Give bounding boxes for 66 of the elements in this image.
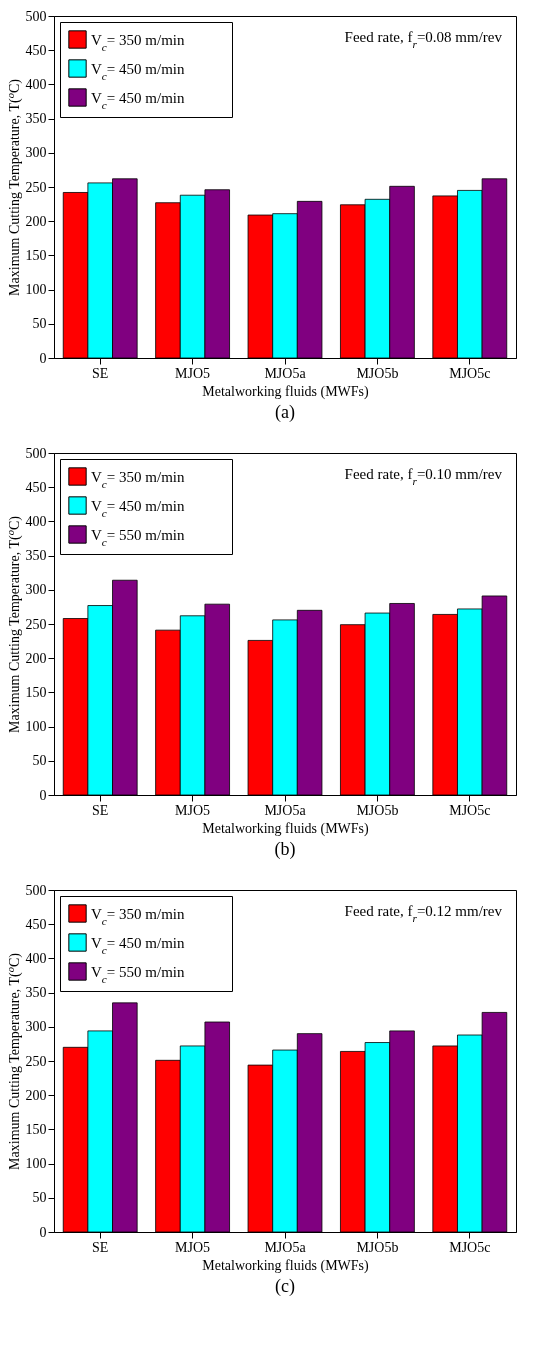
annotation: Feed rate, f$_{r}$=0.08 mm/rev	[344, 29, 503, 50]
x-tick-label: MJO5a	[264, 1239, 307, 1255]
y-tick-label: 200	[25, 1087, 47, 1103]
x-tick-label: SE	[92, 1239, 109, 1255]
y-tick-label: 100	[25, 282, 47, 298]
y-tick-label: 500	[25, 882, 47, 898]
y-tick-label: 200	[25, 650, 47, 666]
x-tick-label: MJO5b	[356, 365, 399, 381]
y-tick-label: 450	[25, 42, 47, 58]
legend-label: V$_{c}$= 350 m/min	[91, 468, 185, 490]
legend-label: V$_{c}$= 550 m/min	[91, 526, 185, 548]
annotation: Feed rate, f$_{r}$=0.10 mm/rev	[344, 466, 503, 487]
x-tick-label: SE	[92, 802, 109, 818]
y-tick-label: 250	[25, 179, 47, 195]
y-tick-label: 450	[25, 916, 47, 932]
x-tick-label: MJO5	[175, 365, 211, 381]
y-tick-label: 400	[25, 950, 47, 966]
annotation: Feed rate, f$_{r}$=0.12 mm/rev	[344, 903, 503, 924]
y-tick-label: 300	[25, 1019, 47, 1035]
y-tick-label: 400	[25, 513, 47, 529]
y-tick-label: 350	[25, 111, 47, 127]
y-tick-label: 100	[25, 1156, 47, 1172]
y-tick-label: 350	[25, 548, 47, 564]
y-tick-label: 250	[25, 616, 47, 632]
y-tick-label: 0	[39, 787, 47, 803]
legend-label: V$_{c}$= 450 m/min	[91, 60, 185, 82]
x-axis-title: Metalworking fluids (MWFs)	[202, 820, 370, 837]
y-tick-label: 0	[39, 1224, 47, 1240]
y-tick-label: 50	[32, 316, 47, 332]
legend-label: V$_{c}$= 350 m/min	[91, 31, 185, 53]
text: (c)	[275, 1276, 295, 1297]
y-tick-label: 300	[25, 145, 47, 161]
x-tick-label: MJO5c	[449, 1239, 491, 1255]
y-tick-label: 150	[25, 684, 47, 700]
legend-label: V$_{c}$= 450 m/min	[91, 934, 185, 956]
y-tick-label: 500	[25, 445, 47, 461]
legend-label: V$_{c}$= 350 m/min	[91, 905, 185, 927]
y-tick-label: 100	[25, 719, 47, 735]
y-tick-label: 350	[25, 985, 47, 1001]
x-tick-label: MJO5b	[356, 1239, 399, 1255]
x-axis-title: Metalworking fluids (MWFs)	[202, 1257, 370, 1274]
y-tick-label: 150	[25, 247, 47, 263]
x-tick-label: MJO5c	[449, 365, 491, 381]
y-tick-label: 50	[32, 1190, 47, 1206]
legend-label: V$_{c}$= 450 m/min	[91, 89, 185, 111]
x-axis-title: Metalworking fluids (MWFs)	[202, 383, 370, 400]
x-tick-label: MJO5b	[356, 802, 399, 818]
y-tick-label: 250	[25, 1053, 47, 1069]
x-tick-label: MJO5a	[264, 802, 307, 818]
y-tick-label: 200	[25, 213, 47, 229]
legend-label: V$_{c}$= 450 m/min	[91, 497, 185, 519]
y-tick-label: 400	[25, 76, 47, 92]
x-tick-label: SE	[92, 365, 109, 381]
y-tick-label: 500	[25, 8, 47, 24]
y-tick-label: 300	[25, 582, 47, 598]
y-tick-label: 0	[39, 350, 47, 366]
y-tick-label: 150	[25, 1121, 47, 1137]
text: (b)	[274, 839, 296, 860]
legend-label: V$_{c}$= 550 m/min	[91, 963, 185, 985]
x-tick-label: MJO5	[175, 802, 211, 818]
x-tick-label: MJO5c	[449, 802, 491, 818]
x-tick-label: MJO5	[175, 1239, 211, 1255]
x-tick-label: MJO5a	[264, 365, 307, 381]
text: (a)	[275, 402, 295, 423]
y-tick-label: 450	[25, 479, 47, 495]
y-tick-label: 50	[32, 753, 47, 769]
